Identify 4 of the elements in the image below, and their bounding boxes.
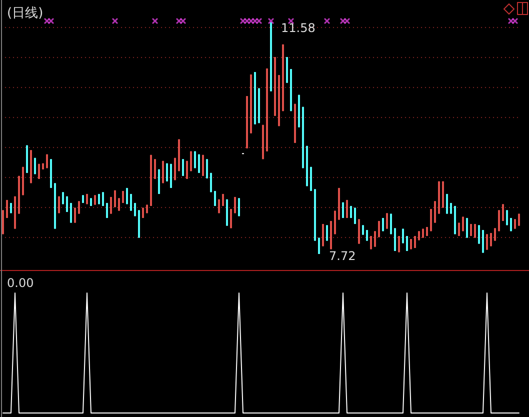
chart-title: (日线) [7, 6, 44, 21]
chart-title: 0.00 [7, 276, 34, 290]
annotation: 11.58 [281, 21, 316, 36]
annotation: 7.72 [329, 249, 356, 263]
